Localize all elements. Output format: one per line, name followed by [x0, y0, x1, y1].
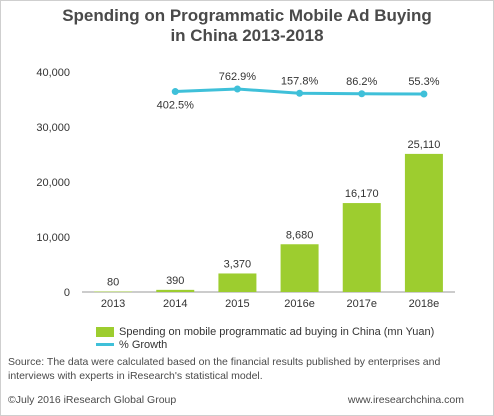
legend: Spending on mobile programmatic ad buyin…: [96, 325, 434, 351]
growth-value-label: 762.9%: [219, 71, 257, 83]
chart-title-line2: in China 2013-2018: [170, 26, 324, 45]
x-tick-label: 2015: [225, 298, 249, 310]
y-tick-label: 0: [64, 287, 70, 299]
growth-value-label: 86.2%: [346, 76, 377, 88]
y-tick-label: 30,000: [36, 122, 70, 134]
bar-value-label: 25,110: [408, 139, 441, 151]
legend-label-line: % Growth: [119, 338, 168, 351]
y-tick-label: 10,000: [36, 232, 70, 244]
bar-value-label: 16,170: [345, 188, 379, 200]
bar: [342, 203, 381, 292]
bar: [280, 244, 319, 292]
x-tick-label: 2014: [163, 298, 187, 310]
bar: [94, 291, 133, 293]
copyright-text: ©July 2016 iResearch Global Group: [8, 394, 177, 406]
y-tick-label: 20,000: [36, 177, 70, 189]
growth-point: [171, 88, 179, 96]
growth-value-label: 55.3%: [408, 76, 439, 88]
legend-swatch-line: [96, 343, 114, 346]
growth-value-label: 402.5%: [157, 100, 195, 112]
x-tick-label: 2018e: [409, 298, 440, 310]
bar: [218, 273, 257, 292]
legend-item-bar: Spending on mobile programmatic ad buyin…: [96, 325, 434, 338]
y-tick-label: 40,000: [36, 67, 70, 79]
growth-point: [420, 90, 428, 98]
growth-value-label: 157.8%: [281, 75, 319, 87]
source-note: Source: The data were calculated based o…: [8, 356, 441, 382]
bar-value-label: 80: [107, 277, 119, 289]
legend-swatch-bar: [96, 326, 114, 337]
growth-point: [296, 89, 304, 97]
x-tick-label: 2017e: [346, 298, 377, 310]
legend-label-bar: Spending on mobile programmatic ad buyin…: [119, 325, 435, 338]
legend-item-line: % Growth: [96, 338, 434, 351]
bar-value-label: 8,680: [286, 229, 314, 241]
bar-value-label: 3,370: [224, 258, 252, 270]
bar-value-label: 390: [166, 275, 184, 287]
website-text: www.iresearchchina.com: [347, 394, 464, 406]
x-tick-label: 2016e: [284, 298, 315, 310]
growth-point: [233, 85, 241, 93]
bar: [156, 289, 195, 292]
bar: [404, 153, 443, 292]
chart-title: Spending on Programmatic Mobile Ad Buyin…: [0, 6, 494, 46]
x-tick-label: 2013: [101, 298, 125, 310]
chart-title-line1: Spending on Programmatic Mobile Ad Buyin…: [62, 6, 432, 25]
growth-point: [358, 90, 366, 98]
